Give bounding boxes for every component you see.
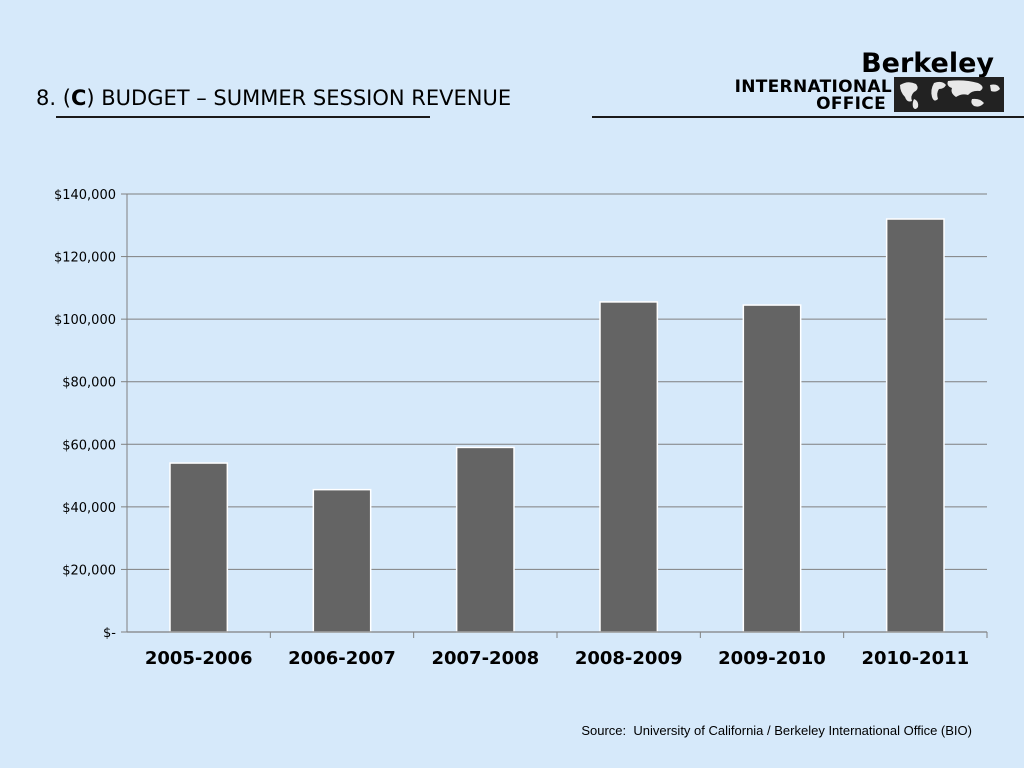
slide-title-text: BUDGET – SUMMER SESSION REVENUE [101,86,512,110]
header-divider [592,116,1024,118]
label-layer: $- $20,000 $40,000 $60,000 $80,000 $100,000 $1… [54,188,969,669]
y-tick-label: $80,000 [62,376,116,391]
berkeley-international-office-logo: Berkeley INTERNATIONAL OFFICE [716,48,1006,114]
grid-layer [127,193,987,570]
bar-2010-2011 [885,218,945,633]
x-tick-label: 2007-2008 [431,648,539,669]
bar-2009-2010 [742,304,802,633]
y-tick-label: $20,000 [62,563,116,578]
section-suffix: ) [86,86,95,110]
x-tick-label: 2008-2009 [575,648,683,669]
section-letter: C [70,86,87,110]
axis-layer [121,193,988,638]
x-tick-label: 2006-2007 [288,648,396,669]
bar-layer [169,218,945,633]
x-tick-label: 2009-2010 [718,648,826,669]
logo-wordmark: Berkeley [861,48,994,79]
y-tick-label: $60,000 [62,438,116,453]
logo-line-office: OFFICE [816,94,886,114]
y-tick-label: $100,000 [54,313,116,328]
bar-2008-2009 [599,301,659,633]
slide-number: 8. [36,86,57,110]
section-prefix: ( [62,86,71,110]
y-tick-label: $- [103,626,116,641]
bar-2007-2008 [455,446,515,633]
revenue-bar-chart: $- $20,000 $40,000 $60,000 $80,000 $100,000 $1… [54,188,988,669]
slide-title: 8. (C) BUDGET – SUMMER SESSION REVENUE [36,86,511,110]
x-tick-label: 2010-2011 [861,648,969,669]
bar-2005-2006 [169,462,229,633]
world-map-icon [894,77,1004,112]
y-tick-label: $140,000 [54,188,116,203]
bar-2006-2007 [312,488,372,633]
y-tick-label: $120,000 [54,251,116,266]
source-note: Source: University of California / Berke… [581,723,972,738]
logo-line-international: INTERNATIONAL [734,77,892,97]
x-tick-label: 2005-2006 [145,648,253,669]
y-tick-label: $40,000 [62,501,116,516]
title-underline [56,116,430,118]
